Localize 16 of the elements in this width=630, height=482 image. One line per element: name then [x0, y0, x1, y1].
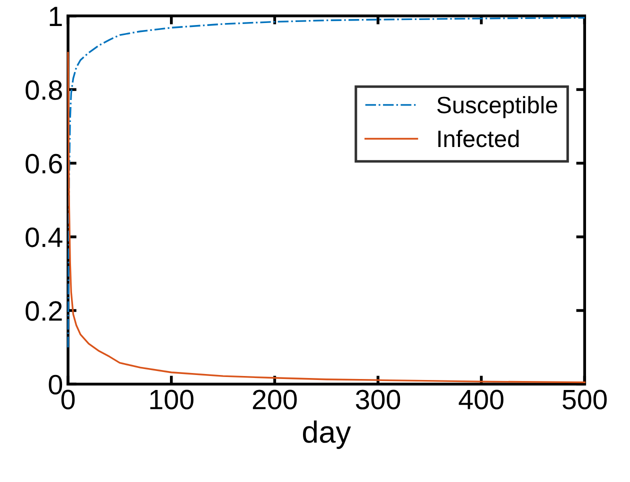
x-tick-label: 500	[562, 390, 607, 410]
x-tick-label: 0	[61, 390, 75, 410]
line-series	[67, 52, 586, 384]
x-tick-label: 200	[252, 390, 297, 410]
y-tick-label: 0.2	[26, 301, 62, 321]
x-tick-label: 400	[458, 390, 504, 410]
legend-label: Susceptible	[437, 96, 558, 118]
x-axis-title: day	[302, 420, 351, 449]
y-tick-label: 0.8	[26, 80, 62, 100]
y-tick-label: 0.6	[26, 154, 62, 174]
x-tick-label: 300	[356, 390, 400, 410]
y-tick-label: 1	[50, 6, 62, 26]
legend-label: Infected	[438, 130, 519, 148]
x-tick-label: 100	[150, 390, 194, 410]
y-tick-label: 0	[48, 374, 62, 394]
y-tick-label: 0.4	[26, 228, 62, 248]
